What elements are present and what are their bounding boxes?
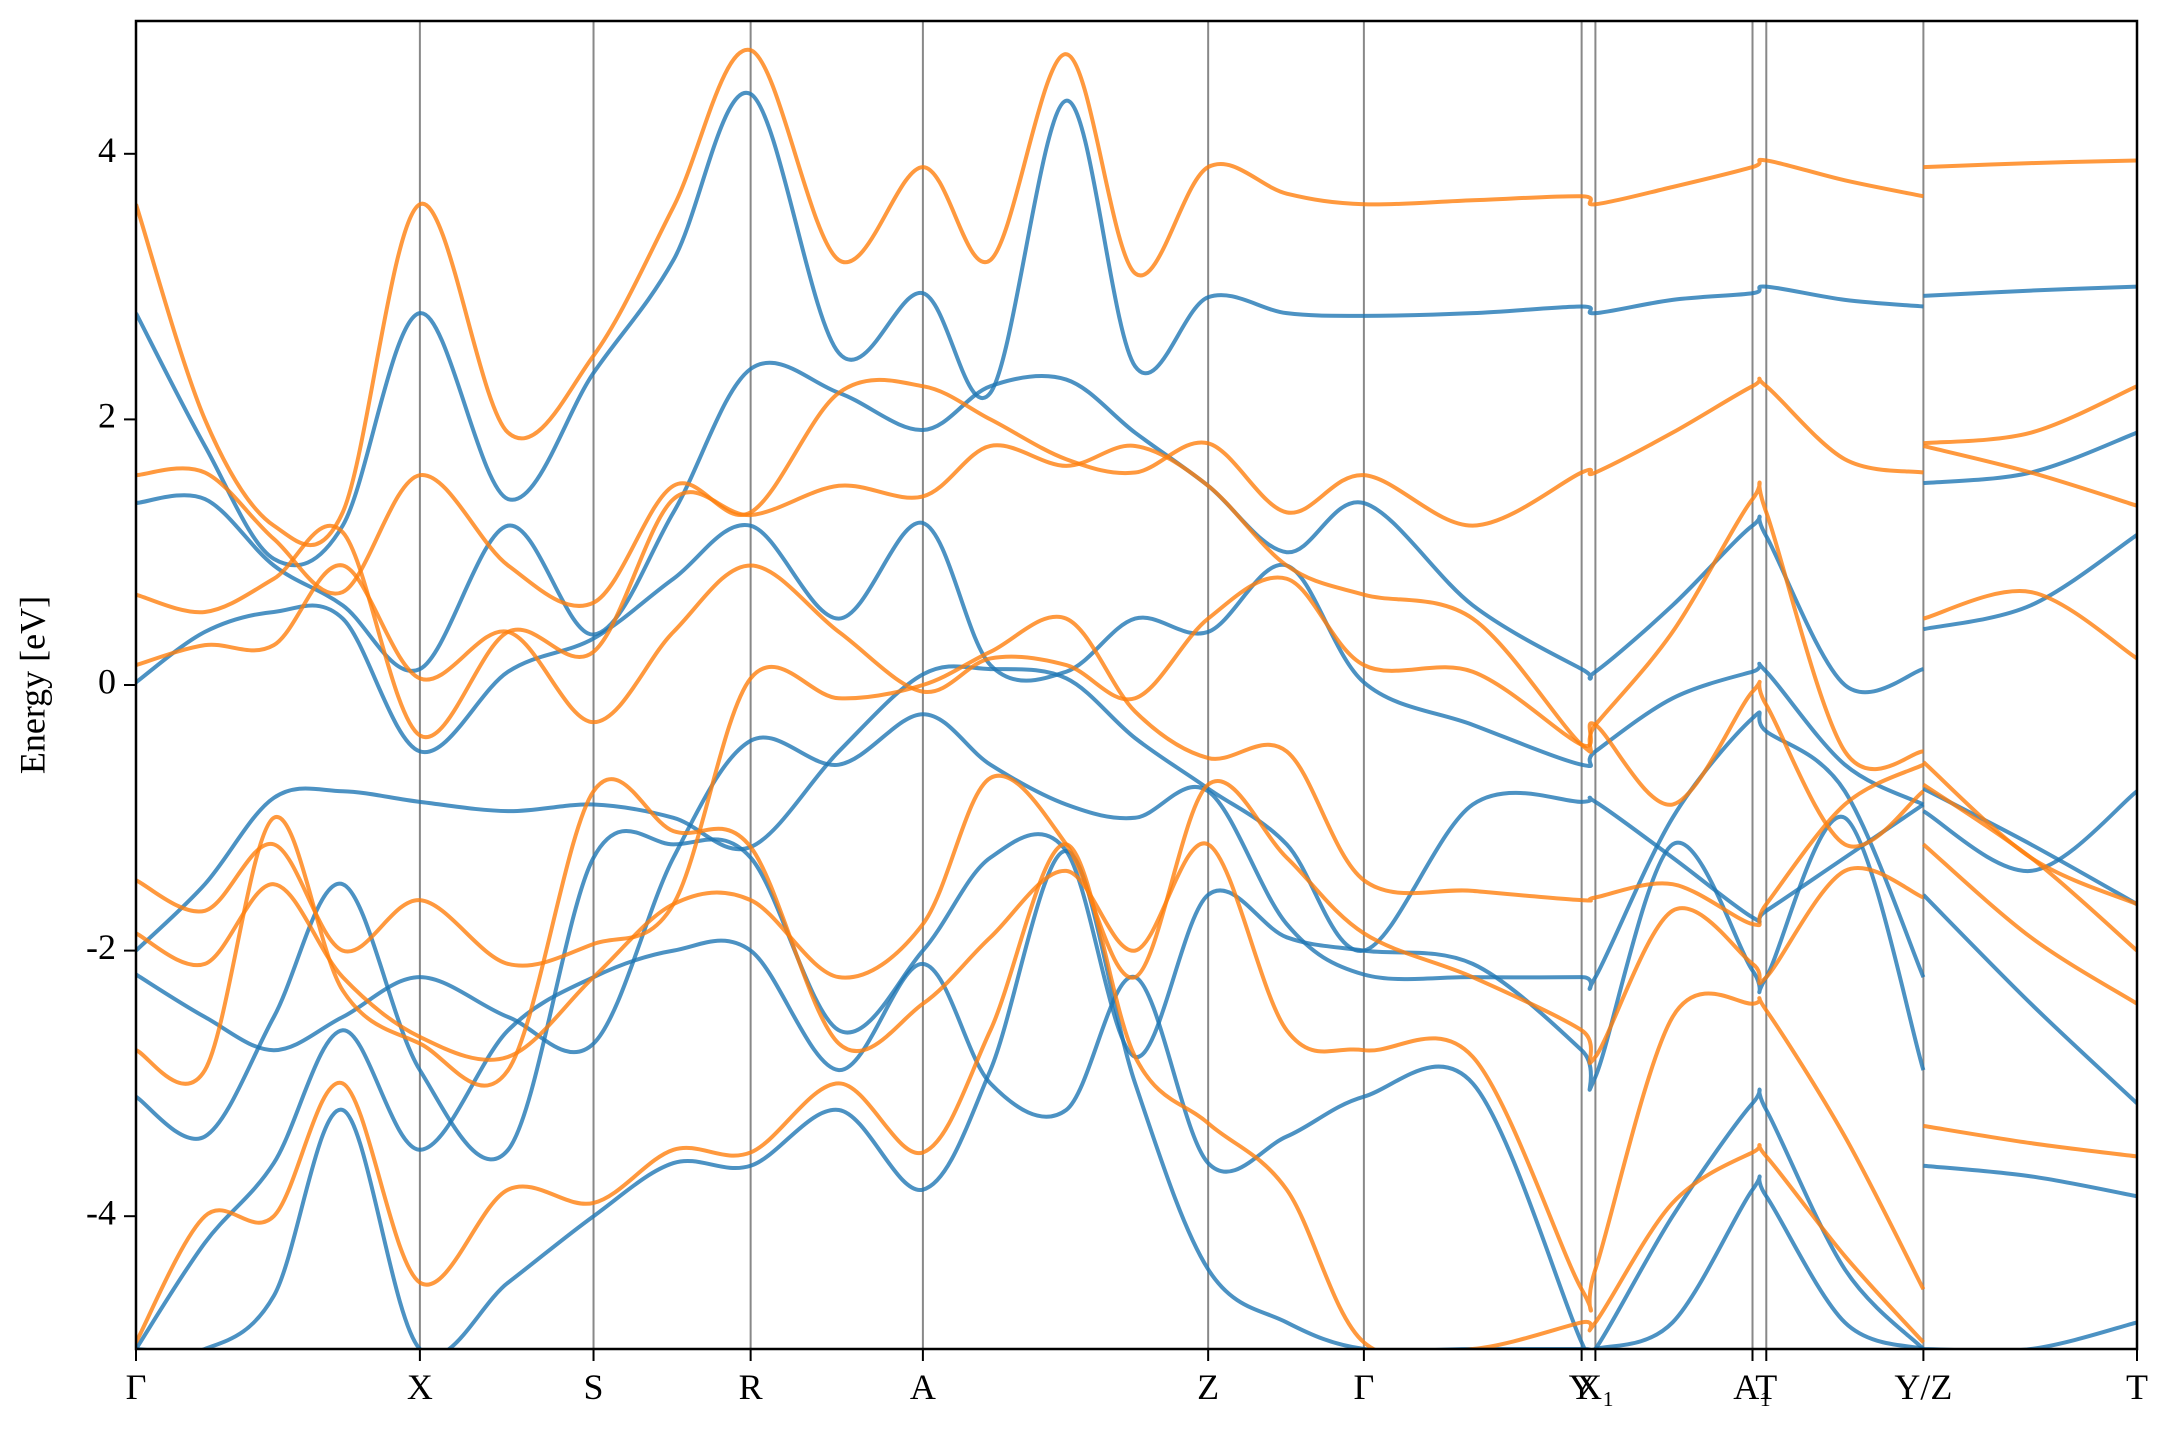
x-tick-label: T xyxy=(2126,1367,2148,1407)
x-tick-label: Y/Z xyxy=(1894,1367,1952,1407)
band-line xyxy=(136,614,2137,968)
y-tick-label: 2 xyxy=(98,396,116,436)
band-line xyxy=(136,90,2137,568)
band-line xyxy=(136,48,2137,548)
x-tick-label: Γ xyxy=(126,1367,147,1407)
y-tick-label: -2 xyxy=(86,927,116,967)
y-tick-label: 0 xyxy=(98,661,116,701)
band-line xyxy=(136,376,2137,608)
x-tick-label: A₁ xyxy=(1733,1367,1772,1407)
band-line xyxy=(136,443,2137,771)
y-tick-label: 4 xyxy=(98,130,116,170)
band-line xyxy=(136,777,2137,1313)
band-line xyxy=(136,710,2137,1055)
band-line xyxy=(136,773,2137,1066)
x-tick-label: X₁ xyxy=(1576,1367,1615,1407)
band-line xyxy=(136,360,2137,695)
band-line xyxy=(136,842,2137,1349)
x-tick-label: X xyxy=(407,1367,433,1407)
bands-layer xyxy=(136,48,2137,1349)
band-line xyxy=(136,520,2137,807)
x-tick-label: S xyxy=(584,1367,604,1407)
band-line xyxy=(136,563,2137,849)
x-tick-label: T xyxy=(1755,1367,1777,1407)
band-line xyxy=(136,814,2137,1162)
x-tick-label: Z xyxy=(1197,1367,1219,1407)
x-tick-label: Γ xyxy=(1353,1367,1374,1407)
x-tick-label: A xyxy=(910,1367,936,1407)
x-tick-label: Y xyxy=(1569,1367,1595,1407)
x-tick-label: R xyxy=(739,1367,763,1407)
y-axis-label: Energy [eV] xyxy=(12,596,52,774)
band-line xyxy=(136,938,2137,1349)
y-tick-label: -4 xyxy=(86,1192,116,1232)
